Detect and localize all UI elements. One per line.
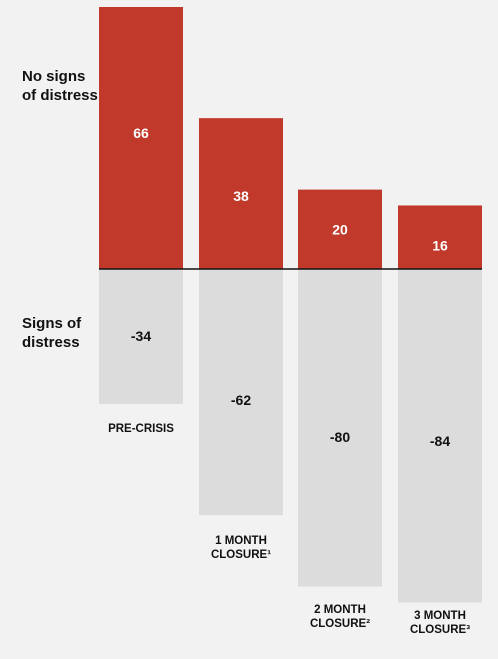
bar-negative-1	[199, 269, 283, 516]
bar-positive-label-2: 20	[332, 222, 348, 238]
positive-side-label: No signs of distress	[22, 68, 98, 104]
bar-positive-label-1: 38	[233, 188, 249, 204]
bar-positive-3	[398, 205, 482, 269]
bar-negative-2	[298, 269, 382, 587]
bar-negative-0	[99, 269, 183, 404]
negative-side-label: Signs of distress	[22, 315, 82, 351]
bar-negative-label-1: -62	[231, 392, 251, 408]
category-label-0: PRE-CRISIS	[108, 423, 174, 435]
bar-positive-label-0: 66	[133, 125, 149, 141]
bar-negative-label-3: -84	[430, 433, 450, 449]
category-label-2: 2 MONTH CLOSURE²	[310, 604, 370, 630]
bar-positive-1	[199, 118, 283, 269]
bar-negative-label-0: -34	[131, 328, 151, 344]
category-label-1: 1 MONTH CLOSURE¹	[211, 535, 271, 561]
category-label-3: 3 MONTH CLOSURE³	[410, 610, 470, 636]
bar-positive-0	[99, 7, 183, 269]
bar-positive-2	[298, 189, 382, 269]
bar-negative-3	[398, 269, 482, 603]
bar-positive-label-3: 16	[432, 237, 448, 253]
bar-negative-label-2: -80	[330, 429, 350, 445]
